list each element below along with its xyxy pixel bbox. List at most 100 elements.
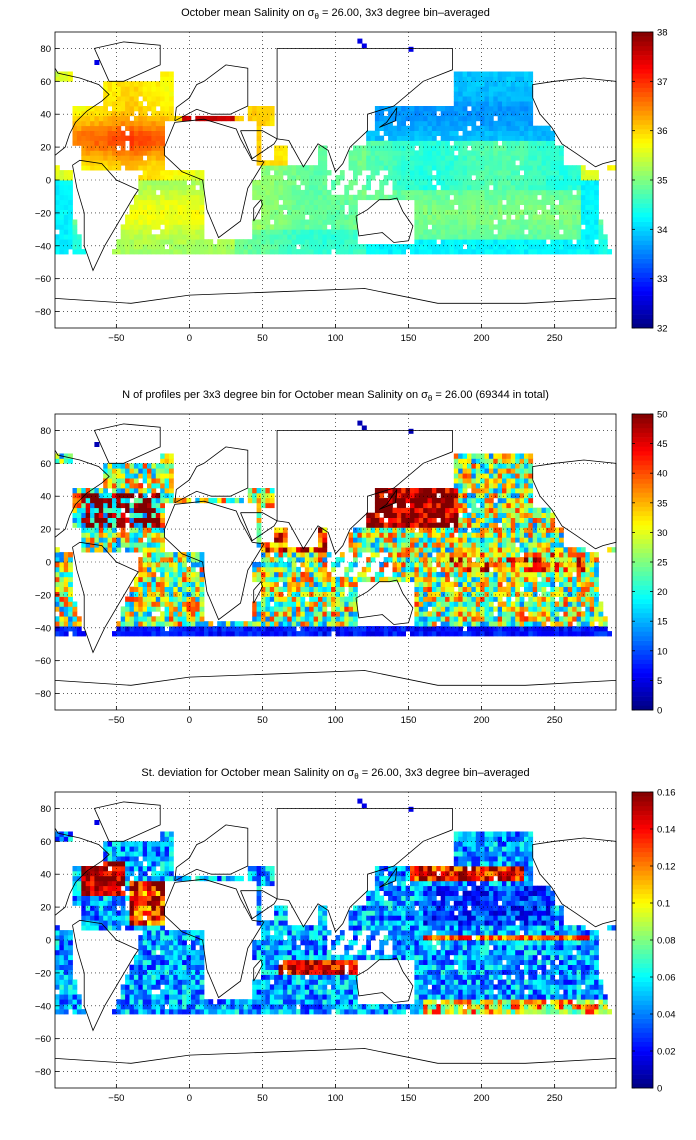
heatmap-cell <box>440 170 446 176</box>
heatmap-cell <box>471 71 477 77</box>
heatmap-cell <box>506 557 512 563</box>
heatmap-cell <box>76 120 82 127</box>
y-tick-label: 40 <box>40 110 51 121</box>
heatmap-cell <box>221 497 227 504</box>
heatmap-cell <box>63 586 69 592</box>
heatmap-cell <box>493 517 499 523</box>
heatmap-cell <box>414 631 420 637</box>
heatmap-cell <box>129 517 135 523</box>
heatmap-cell <box>190 229 196 235</box>
heatmap-cell <box>282 214 288 220</box>
heatmap-cell <box>423 606 428 612</box>
heatmap-cell <box>309 591 314 597</box>
heatmap-cell <box>453 483 459 489</box>
heatmap-cell <box>261 606 266 612</box>
heatmap-cell <box>524 175 529 181</box>
heatmap-cell <box>462 224 468 230</box>
heatmap-cell <box>265 229 271 235</box>
heatmap-cell <box>55 458 60 464</box>
heatmap-cell <box>418 239 424 245</box>
heatmap-cell <box>129 106 135 112</box>
heatmap-cell <box>133 224 139 230</box>
heatmap-cell <box>488 478 494 484</box>
heatmap-cell <box>169 214 174 220</box>
heatmap-cell <box>436 199 442 205</box>
heatmap-cell <box>98 150 104 156</box>
heatmap-cell <box>488 239 494 245</box>
heatmap-cell <box>572 219 577 225</box>
heatmap-cell <box>458 478 463 484</box>
heatmap-cell <box>467 199 472 205</box>
heatmap-cell <box>164 557 170 563</box>
heatmap-cell <box>431 145 437 151</box>
heatmap-cell <box>453 184 459 191</box>
heatmap-cell <box>252 566 257 573</box>
heatmap-cell <box>471 596 477 602</box>
heatmap-cell <box>445 219 450 225</box>
heatmap-cell <box>186 596 192 602</box>
heatmap-cell <box>563 180 569 186</box>
heatmap-cell <box>147 596 152 602</box>
heatmap-cell <box>182 626 187 632</box>
heatmap-cell <box>475 621 481 627</box>
heatmap-cell <box>147 115 152 122</box>
heatmap-cell <box>357 576 363 583</box>
heatmap-cell <box>133 576 139 583</box>
heatmap-cell <box>440 611 446 617</box>
heatmap-cell <box>510 175 516 181</box>
heatmap-cell <box>484 175 490 181</box>
heatmap-cell <box>120 527 126 533</box>
heatmap-cell <box>414 532 420 538</box>
heatmap-cell <box>300 631 306 637</box>
heatmap-cell <box>173 199 179 205</box>
heatmap-cell <box>269 502 275 509</box>
heatmap-cell <box>142 86 148 92</box>
heatmap-cell <box>410 517 415 523</box>
heatmap-cell <box>318 160 323 166</box>
heatmap-cell <box>519 621 525 627</box>
heatmap-cell <box>322 626 328 632</box>
heatmap-cell <box>278 586 284 592</box>
heatmap-cell <box>142 488 148 494</box>
heatmap-cell <box>418 120 424 127</box>
heatmap-cell <box>164 591 170 597</box>
heatmap-cell <box>528 488 534 494</box>
heatmap-cell <box>164 473 170 479</box>
heatmap-cell <box>431 591 437 597</box>
heatmap-cell <box>230 631 236 637</box>
heatmap-cell <box>274 244 279 250</box>
heatmap-cell <box>383 502 389 509</box>
heatmap-cell <box>326 626 332 632</box>
heatmap-cell <box>129 209 135 215</box>
heatmap-cell <box>510 234 516 240</box>
heatmap-cell <box>471 135 477 141</box>
heatmap-cell <box>278 239 284 245</box>
heatmap-cell <box>379 120 385 127</box>
heatmap-cell <box>155 170 161 176</box>
heatmap-cell <box>392 497 398 504</box>
heatmap-cell <box>502 488 507 494</box>
heatmap-cell <box>76 249 82 255</box>
heatmap-cell <box>274 527 279 533</box>
heatmap-cell <box>506 165 512 171</box>
heatmap-cell <box>510 224 516 230</box>
heatmap-cell <box>331 601 336 607</box>
heatmap-cell <box>431 522 437 528</box>
heatmap-cell <box>497 492 503 499</box>
heatmap-cell <box>138 473 144 479</box>
heatmap-cell <box>353 145 358 151</box>
heatmap-cell <box>370 517 376 523</box>
heatmap-cell <box>528 160 534 166</box>
heatmap-cell <box>353 234 358 240</box>
heatmap-cell <box>524 562 529 568</box>
heatmap-cell <box>107 502 113 509</box>
heatmap-cell <box>300 616 306 622</box>
heatmap-cell <box>431 214 437 220</box>
heatmap-cell <box>401 507 406 513</box>
heatmap-cell <box>545 145 551 151</box>
heatmap-cell <box>274 180 279 186</box>
heatmap-cell <box>445 581 450 587</box>
heatmap-cell <box>519 180 525 186</box>
heatmap-cell <box>304 170 310 176</box>
heatmap-cell <box>528 596 534 602</box>
